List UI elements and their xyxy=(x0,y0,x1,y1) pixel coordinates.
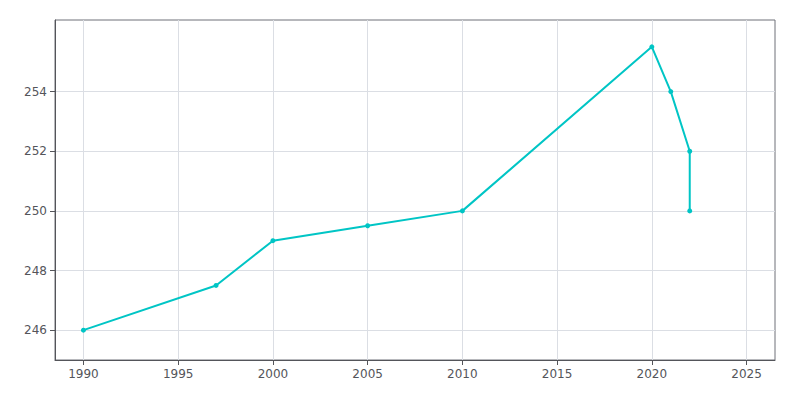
svg-text:252: 252 xyxy=(24,144,47,158)
svg-text:254: 254 xyxy=(24,85,47,99)
svg-text:2025: 2025 xyxy=(731,367,762,381)
svg-text:2010: 2010 xyxy=(447,367,478,381)
svg-text:2000: 2000 xyxy=(258,367,289,381)
svg-text:1990: 1990 xyxy=(68,367,99,381)
svg-text:2015: 2015 xyxy=(542,367,573,381)
svg-text:2020: 2020 xyxy=(637,367,668,381)
svg-text:246: 246 xyxy=(24,323,47,337)
svg-text:1995: 1995 xyxy=(163,367,194,381)
svg-text:250: 250 xyxy=(24,204,47,218)
svg-text:248: 248 xyxy=(24,264,47,278)
svg-text:2005: 2005 xyxy=(352,367,383,381)
